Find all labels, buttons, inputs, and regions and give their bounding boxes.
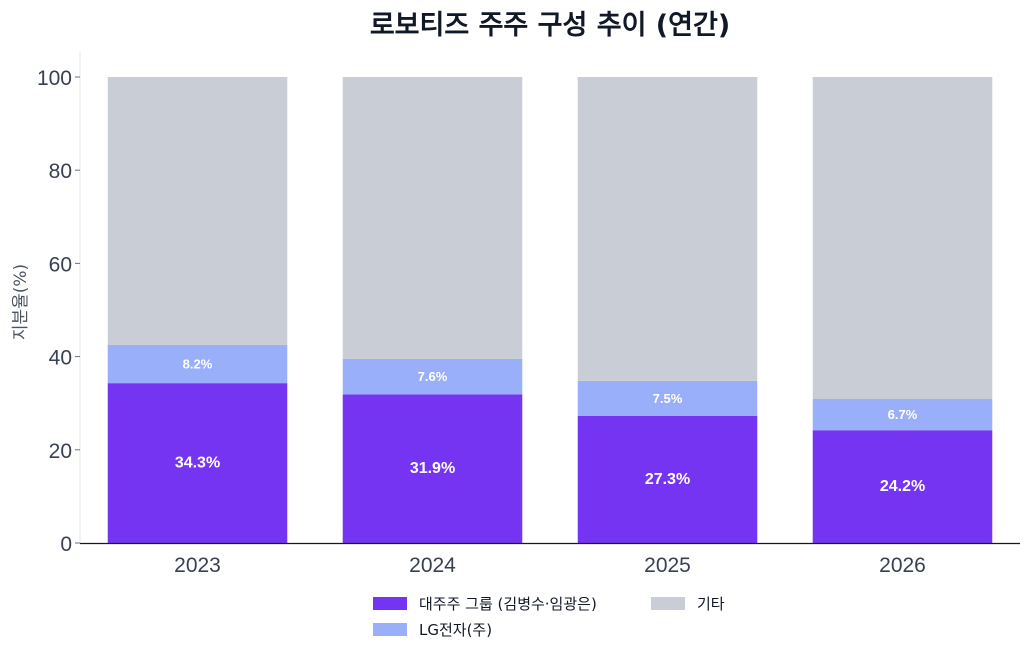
x-tick-label: 2026 xyxy=(879,554,926,577)
legend-swatch-1 xyxy=(373,597,407,610)
bar-segment-2025-1 xyxy=(577,415,758,543)
y-tick-label: 40 xyxy=(49,347,72,370)
bar-segment-2023-1 xyxy=(107,383,288,543)
axes-group: 2023 2024 2025 2026 0 20 40 60 80 100 xyxy=(37,52,1020,577)
data-label-2026-1: 24.2% xyxy=(880,478,925,495)
legend: 대주주 그룹 (김병수·임광은) LG전자(주) 기타 xyxy=(373,595,725,639)
data-label-2025-2: 7.5% xyxy=(653,391,683,406)
legend-label-3: 기타 xyxy=(697,595,725,613)
bar-segment-2025-2 xyxy=(577,380,758,416)
bar-segment-2026-2 xyxy=(812,399,993,431)
x-tick-label: 2024 xyxy=(409,554,456,577)
x-tick-label: 2023 xyxy=(174,554,221,577)
y-tick-label: 0 xyxy=(60,533,72,556)
legend-swatch-3 xyxy=(651,597,685,610)
data-label-2025-1: 27.3% xyxy=(645,471,690,488)
y-axis-title: 지분율(%) xyxy=(11,264,31,340)
bar-segment-2023-2 xyxy=(107,344,288,384)
chart-title: 로보티즈 주주 구성 추이 (연간) xyxy=(370,10,730,41)
bar-segment-2025-3 xyxy=(577,77,758,381)
bar-segment-2024-3 xyxy=(342,77,523,359)
bar-segment-2026-3 xyxy=(812,77,993,400)
legend-swatch-2 xyxy=(373,623,407,636)
bar-segment-2024-2 xyxy=(342,358,523,395)
data-label-2023-2: 8.2% xyxy=(183,357,213,372)
bar-segment-2023-3 xyxy=(107,77,288,345)
bar-segment-2024-1 xyxy=(342,394,523,543)
y-tick-label: 100 xyxy=(37,67,72,90)
x-tick-label: 2025 xyxy=(644,554,691,577)
y-tick-label: 60 xyxy=(49,253,72,276)
data-label-2024-2: 7.6% xyxy=(418,369,448,384)
data-label-2024-1: 31.9% xyxy=(410,460,455,477)
y-tick-label: 20 xyxy=(49,440,72,463)
bar-segment-2026-1 xyxy=(812,430,993,543)
y-tick-label: 80 xyxy=(49,160,72,183)
legend-label-1: 대주주 그룹 (김병수·임광은) xyxy=(419,595,597,613)
data-label-2026-2: 6.7% xyxy=(888,407,918,422)
data-label-2023-1: 34.3% xyxy=(175,455,220,472)
legend-label-2: LG전자(주) xyxy=(419,621,492,639)
bars-group: 34.3% 8.2% 31.9% 7.6% 27.3% 7.5% 24.2% 6.7% xyxy=(107,77,993,543)
